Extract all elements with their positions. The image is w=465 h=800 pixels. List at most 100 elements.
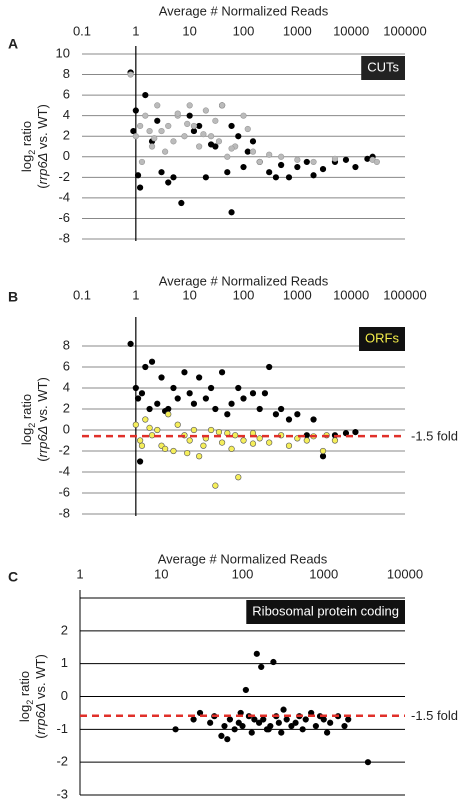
point	[232, 432, 239, 439]
point	[260, 716, 267, 723]
y-tick-label: 4	[63, 107, 70, 122]
point	[342, 156, 350, 163]
point	[148, 432, 156, 439]
point	[138, 158, 146, 166]
y-label-part: (	[35, 457, 50, 462]
annotation-box	[359, 327, 405, 351]
y-label-line: (rrp6Δ vs. WT)	[35, 377, 50, 462]
point	[224, 736, 231, 743]
y-tick-label: 2	[63, 128, 70, 143]
point	[272, 174, 280, 181]
y-label-part: rrp6Δ	[35, 153, 50, 185]
point	[202, 395, 209, 402]
point	[235, 474, 242, 481]
point	[244, 125, 251, 133]
y-tick-label: 2	[63, 400, 70, 415]
point	[218, 439, 226, 446]
point	[228, 122, 235, 130]
point	[345, 716, 352, 723]
point	[265, 726, 272, 733]
y-label-part: ratio	[19, 394, 34, 423]
y-tick-label: -3	[56, 786, 68, 800]
x-tick-label: 0.1	[73, 287, 91, 302]
y-tick-label: 6	[63, 87, 70, 102]
point	[184, 120, 191, 127]
point	[148, 143, 156, 150]
point	[127, 71, 134, 78]
point	[154, 117, 161, 124]
y-tick-label: -6	[58, 210, 70, 225]
point	[239, 722, 246, 730]
point	[283, 716, 290, 723]
point	[146, 424, 153, 432]
y-label-line: (rrp6Δ vs. WT)	[33, 654, 48, 739]
y-tick-label: -4	[58, 463, 70, 478]
point	[278, 161, 285, 169]
panel-label: A	[8, 36, 18, 52]
point	[162, 445, 169, 453]
point	[158, 169, 165, 176]
point	[136, 437, 144, 444]
point	[134, 172, 142, 179]
point	[294, 163, 301, 171]
point	[319, 453, 327, 460]
point	[218, 732, 225, 740]
point	[207, 384, 215, 392]
point	[190, 122, 198, 130]
y-label-part: 2	[27, 423, 37, 428]
x-tick-label: 10000	[387, 566, 423, 581]
y-tick-label: -1	[56, 721, 68, 736]
point	[310, 172, 317, 179]
point	[240, 437, 247, 444]
point	[132, 133, 139, 140]
point	[186, 112, 193, 119]
point	[148, 358, 156, 365]
point	[253, 650, 260, 657]
annotation-box	[361, 56, 405, 80]
point	[364, 155, 371, 162]
point	[231, 726, 238, 733]
point	[331, 155, 339, 162]
point	[256, 405, 263, 413]
y-label-part: log	[19, 428, 34, 445]
point	[170, 138, 177, 145]
x-tick-label: 0.1	[73, 23, 91, 38]
point	[319, 447, 327, 455]
point	[235, 133, 242, 140]
y-label-part: vs. WT)	[35, 104, 50, 152]
point	[256, 158, 263, 166]
point	[174, 395, 181, 402]
point	[170, 174, 177, 181]
point	[212, 117, 219, 124]
point	[226, 716, 234, 723]
y-tick-label: 0	[61, 688, 68, 703]
point	[158, 374, 165, 381]
point	[196, 143, 203, 150]
y-label-part: 2	[27, 150, 37, 155]
panel-label: C	[8, 569, 18, 585]
point	[249, 390, 257, 397]
point	[158, 127, 165, 135]
point	[196, 374, 203, 381]
y-tick-label: -6	[58, 484, 70, 499]
point	[165, 411, 172, 418]
point	[218, 369, 226, 376]
point	[224, 411, 231, 418]
x-tick-label: 10	[182, 287, 196, 302]
x-tick-label: 10000	[333, 287, 369, 302]
y-tick-label: 10	[56, 45, 70, 60]
point	[165, 122, 172, 130]
point	[136, 184, 144, 191]
point	[275, 719, 282, 726]
point	[207, 133, 215, 140]
y-tick-label: 2	[61, 622, 68, 637]
point	[341, 722, 348, 730]
point	[266, 151, 273, 158]
y-label-part: log	[17, 705, 32, 722]
point	[242, 686, 249, 694]
point	[142, 363, 149, 371]
point	[312, 722, 319, 730]
point	[215, 138, 223, 145]
point	[170, 384, 177, 392]
